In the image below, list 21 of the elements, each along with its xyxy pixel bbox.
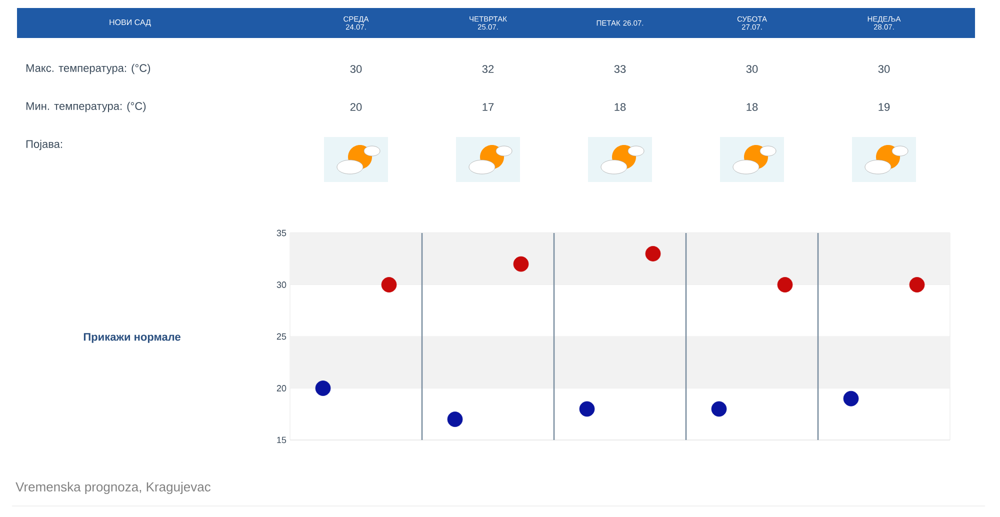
text: 30 bbox=[878, 65, 890, 73]
text: Макс. температура: (°C) bbox=[26, 64, 150, 74]
text: 30 bbox=[746, 65, 758, 73]
y-tick-label: 20 bbox=[276, 385, 286, 392]
y-tick-label: 15 bbox=[277, 436, 286, 444]
text: 33 bbox=[614, 65, 626, 73]
text: Појава: bbox=[26, 140, 62, 150]
y-tick-label: 35 bbox=[276, 230, 286, 236]
text: 18 bbox=[614, 103, 626, 111]
text: 19 bbox=[878, 103, 890, 111]
y-tick-label: 25 bbox=[276, 333, 286, 340]
text: 30 bbox=[350, 65, 362, 73]
text: 20 bbox=[350, 103, 362, 111]
text: Прикажи нормале bbox=[84, 333, 180, 343]
text: Vremenska prognoza, Kragujevac bbox=[16, 482, 211, 494]
text: 32 bbox=[482, 65, 494, 73]
text: НОВИ САД bbox=[110, 19, 151, 27]
text: 17 bbox=[482, 103, 494, 111]
text: Мин. температура: (°C) bbox=[26, 102, 146, 112]
text: 18 bbox=[746, 103, 758, 111]
y-tick-label: 30 bbox=[276, 282, 286, 288]
